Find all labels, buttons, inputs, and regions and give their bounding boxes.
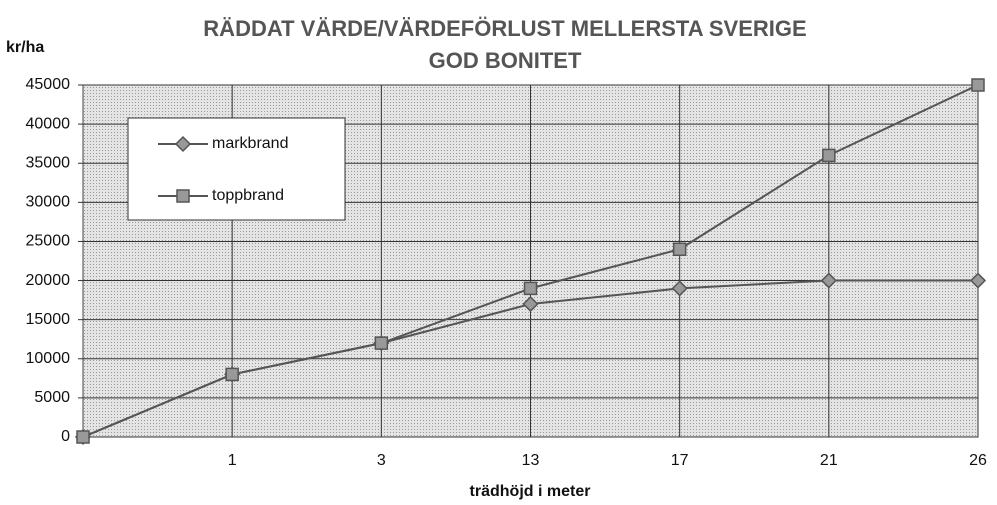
y-tick-label: 15000 xyxy=(26,311,71,328)
chart-title: GOD BONITET xyxy=(429,48,582,73)
y-tick-label: 30000 xyxy=(26,194,71,211)
legend-label: toppbrand xyxy=(212,187,284,204)
point xyxy=(822,148,836,163)
y-tick-label: 20000 xyxy=(26,272,71,289)
point xyxy=(971,78,985,92)
x-tick-label: 13 xyxy=(522,452,540,469)
y-tick-label: 10000 xyxy=(26,350,71,367)
y-tick-label: 35000 xyxy=(26,154,71,171)
legend-marker xyxy=(176,189,190,203)
y-tick-label: 25000 xyxy=(26,233,71,250)
x-tick-label: 26 xyxy=(969,452,987,469)
x-tick-label: 3 xyxy=(377,452,386,469)
x-tick-label: 1 xyxy=(228,452,237,469)
point xyxy=(672,242,687,257)
point xyxy=(522,295,539,313)
point xyxy=(76,430,90,444)
point xyxy=(969,272,987,289)
legend-marker xyxy=(174,135,192,153)
point xyxy=(671,280,688,297)
point xyxy=(374,336,389,350)
legend-label: markbrand xyxy=(212,135,288,152)
chart-title: RÄDDAT VÄRDE/VÄRDEFÖRLUST MELLERSTA SVER… xyxy=(203,16,806,41)
y-tick-label: 45000 xyxy=(26,76,71,93)
y-tick-label: 0 xyxy=(61,428,70,445)
x-tick-label: 21 xyxy=(820,452,838,469)
y-axis-title: kr/ha xyxy=(6,39,44,56)
y-tick-label: 5000 xyxy=(34,389,70,406)
legend-box xyxy=(127,117,346,221)
point xyxy=(225,367,239,382)
x-axis-title: trädhöjd i meter xyxy=(470,483,591,500)
point xyxy=(820,272,837,289)
x-tick-label: 17 xyxy=(671,452,689,469)
y-tick-label: 40000 xyxy=(26,115,71,132)
point xyxy=(523,281,538,296)
